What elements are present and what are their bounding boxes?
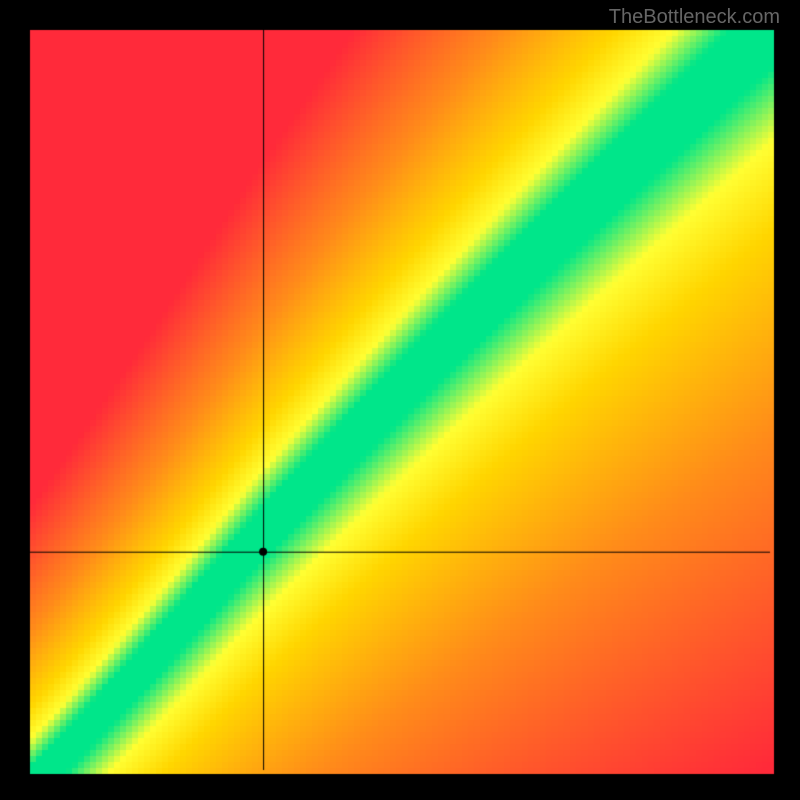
chart-container: TheBottleneck.com [0, 0, 800, 800]
heatmap-canvas [0, 0, 800, 800]
watermark-text: TheBottleneck.com [609, 6, 780, 29]
